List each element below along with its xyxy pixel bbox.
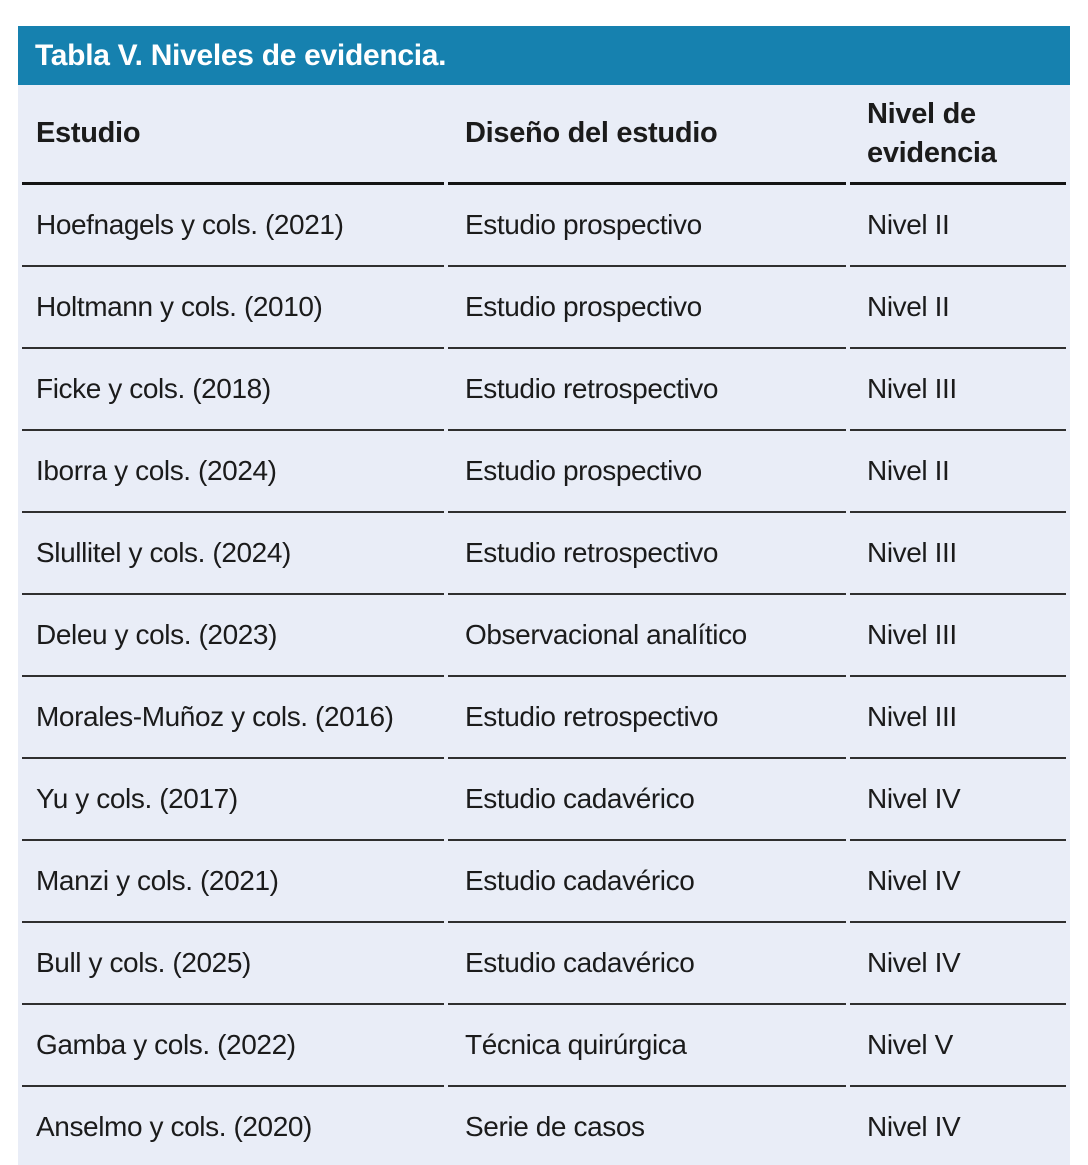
level-cell: Nivel IV xyxy=(850,841,1066,923)
table-title: Tabla V. Niveles de evidencia. xyxy=(35,38,447,72)
table-body: Hoefnagels y cols. (2021) Estudio prospe… xyxy=(22,185,1066,1165)
study-cell: Ficke y cols. (2018) xyxy=(22,349,444,431)
level-cell: Nivel II xyxy=(850,185,1066,267)
table-row: Gamba y cols. (2022) Técnica quirúrgica … xyxy=(22,1005,1066,1087)
study-cell: Gamba y cols. (2022) xyxy=(22,1005,444,1087)
level-cell: Nivel III xyxy=(850,513,1066,595)
level-cell: Nivel II xyxy=(850,431,1066,513)
column-header-study: Estudio xyxy=(22,85,444,185)
table-row: Deleu y cols. (2023) Observacional analí… xyxy=(22,595,1066,677)
table-row: Manzi y cols. (2021) Estudio cadavérico … xyxy=(22,841,1066,923)
design-cell: Serie de casos xyxy=(448,1087,846,1165)
level-cell: Nivel III xyxy=(850,677,1066,759)
design-cell: Observacional analítico xyxy=(448,595,846,677)
design-cell: Estudio retrospectivo xyxy=(448,349,846,431)
table-row: Ficke y cols. (2018) Estudio retrospecti… xyxy=(22,349,1066,431)
design-cell: Estudio prospectivo xyxy=(448,267,846,349)
evidence-table-card: Tabla V. Niveles de evidencia. Estudio D… xyxy=(18,26,1070,1165)
level-cell: Nivel III xyxy=(850,349,1066,431)
design-cell: Estudio prospectivo xyxy=(448,431,846,513)
level-cell: Nivel IV xyxy=(850,759,1066,841)
design-cell: Estudio cadavérico xyxy=(448,841,846,923)
table-title-bar: Tabla V. Niveles de evidencia. xyxy=(18,26,1070,85)
column-header-design: Diseño del estudio xyxy=(448,85,846,185)
study-cell: Hoefnagels y cols. (2021) xyxy=(22,185,444,267)
study-cell: Anselmo y cols. (2020) xyxy=(22,1087,444,1165)
column-header-level: Nivel de evidencia xyxy=(850,85,1066,185)
table-row: Slullitel y cols. (2024) Estudio retrosp… xyxy=(22,513,1066,595)
design-cell: Estudio prospectivo xyxy=(448,185,846,267)
level-cell: Nivel IV xyxy=(850,1087,1066,1165)
level-cell: Nivel II xyxy=(850,267,1066,349)
design-cell: Estudio cadavérico xyxy=(448,923,846,1005)
table-row: Bull y cols. (2025) Estudio cadavérico N… xyxy=(22,923,1066,1005)
level-cell: Nivel IV xyxy=(850,923,1066,1005)
table-row: Iborra y cols. (2024) Estudio prospectiv… xyxy=(22,431,1066,513)
study-cell: Morales-Muñoz y cols. (2016) xyxy=(22,677,444,759)
study-cell: Iborra y cols. (2024) xyxy=(22,431,444,513)
design-cell: Estudio retrospectivo xyxy=(448,513,846,595)
header-row: Estudio Diseño del estudio Nivel de evid… xyxy=(22,85,1066,185)
design-cell: Estudio retrospectivo xyxy=(448,677,846,759)
design-cell: Técnica quirúrgica xyxy=(448,1005,846,1087)
table-row: Morales-Muñoz y cols. (2016) Estudio ret… xyxy=(22,677,1066,759)
evidence-levels-table: Estudio Diseño del estudio Nivel de evid… xyxy=(18,85,1070,1165)
study-cell: Manzi y cols. (2021) xyxy=(22,841,444,923)
study-cell: Bull y cols. (2025) xyxy=(22,923,444,1005)
table-row: Hoefnagels y cols. (2021) Estudio prospe… xyxy=(22,185,1066,267)
study-cell: Deleu y cols. (2023) xyxy=(22,595,444,677)
level-cell: Nivel V xyxy=(850,1005,1066,1087)
table-row: Anselmo y cols. (2020) Serie de casos Ni… xyxy=(22,1087,1066,1165)
design-cell: Estudio cadavérico xyxy=(448,759,846,841)
study-cell: Yu y cols. (2017) xyxy=(22,759,444,841)
level-cell: Nivel III xyxy=(850,595,1066,677)
study-cell: Slullitel y cols. (2024) xyxy=(22,513,444,595)
table-row: Yu y cols. (2017) Estudio cadavérico Niv… xyxy=(22,759,1066,841)
table-row: Holtmann y cols. (2010) Estudio prospect… xyxy=(22,267,1066,349)
table-header: Estudio Diseño del estudio Nivel de evid… xyxy=(22,85,1066,185)
study-cell: Holtmann y cols. (2010) xyxy=(22,267,444,349)
